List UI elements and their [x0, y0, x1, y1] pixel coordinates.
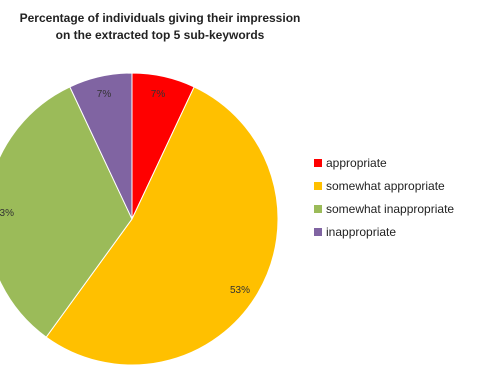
legend-item-somewhat-inappropriate: somewhat inappropriate [314, 202, 454, 216]
pie-slice-somewhat-appropriate [45, 86, 279, 366]
chart-title: Percentage of individuals giving their i… [0, 10, 320, 44]
legend-label-appropriate: appropriate [326, 156, 387, 170]
legend-label-inappropriate: inappropriate [326, 225, 397, 239]
data-label-somewhat-appropriate: 53% [230, 285, 250, 296]
legend-swatch-somewhat-inappropriate [314, 205, 322, 213]
legend-item-inappropriate: inappropriate [314, 225, 454, 239]
data-label-inappropriate: 7% [97, 89, 112, 100]
legend-label-somewhat-appropriate: somewhat appropriate [326, 179, 445, 193]
data-label-somewhat-inappropriate: 33% [0, 208, 14, 219]
legend-swatch-appropriate [314, 159, 322, 167]
legend-label-somewhat-inappropriate: somewhat inappropriate [326, 202, 455, 216]
legend-item-somewhat-appropriate: somewhat appropriate [314, 179, 454, 193]
legend-swatch-somewhat-appropriate [314, 182, 322, 190]
chart-title-line2: on the extracted top 5 sub-keywords [55, 28, 265, 42]
pie-slice-inappropriate [69, 72, 133, 220]
legend-swatch-inappropriate [314, 228, 322, 236]
chart-title-line1: Percentage of individuals giving their i… [19, 11, 301, 25]
chart-legend: appropriate somewhat appropriate somewha… [314, 156, 454, 248]
legend-item-appropriate: appropriate [314, 156, 454, 170]
data-label-appropriate: 7% [151, 89, 166, 100]
